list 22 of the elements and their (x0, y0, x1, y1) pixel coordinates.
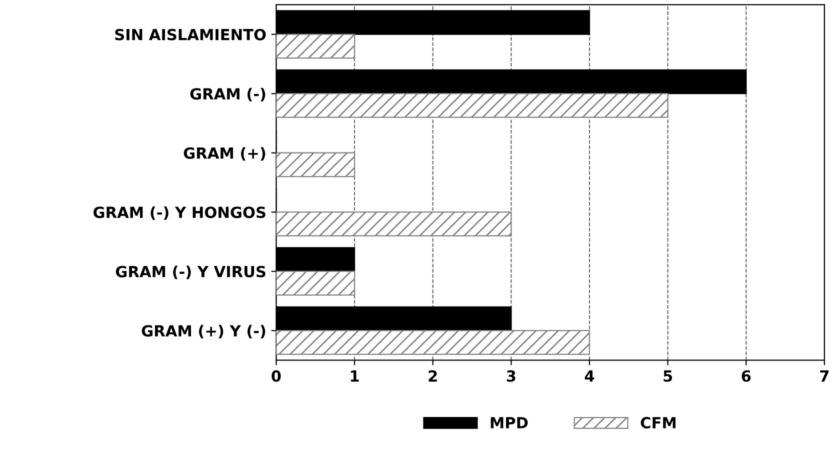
bar (276, 93, 668, 118)
bar (276, 212, 512, 236)
y-tick-label: GRAM (-) Y VIRUS (116, 266, 266, 280)
y-tick-label: GRAM (-) Y HONGOS (94, 206, 266, 220)
bar (276, 34, 356, 59)
legend-label: CFM (640, 416, 676, 428)
x-tick-label: 0 (272, 370, 281, 382)
bar (276, 270, 356, 296)
y-tick-label: GRAM (+) Y (-) (142, 324, 266, 338)
bar (276, 330, 590, 355)
x-tick-label: 5 (664, 370, 672, 382)
y-tick-label: SIN AISLAMIENTO (115, 28, 266, 40)
legend-label: MPD (490, 417, 528, 428)
x-tick-label: 3 (506, 370, 516, 382)
x-tick-label: 4 (584, 370, 594, 382)
y-tick-label: GRAM (-) (190, 88, 266, 102)
y-tick-label: GRAM (+) (184, 147, 266, 161)
x-tick-label: 1 (350, 370, 359, 382)
x-tick-label: 6 (742, 370, 751, 382)
x-tick-label: 7 (820, 370, 829, 382)
bar (276, 152, 356, 178)
x-tick-label: 2 (428, 370, 437, 382)
